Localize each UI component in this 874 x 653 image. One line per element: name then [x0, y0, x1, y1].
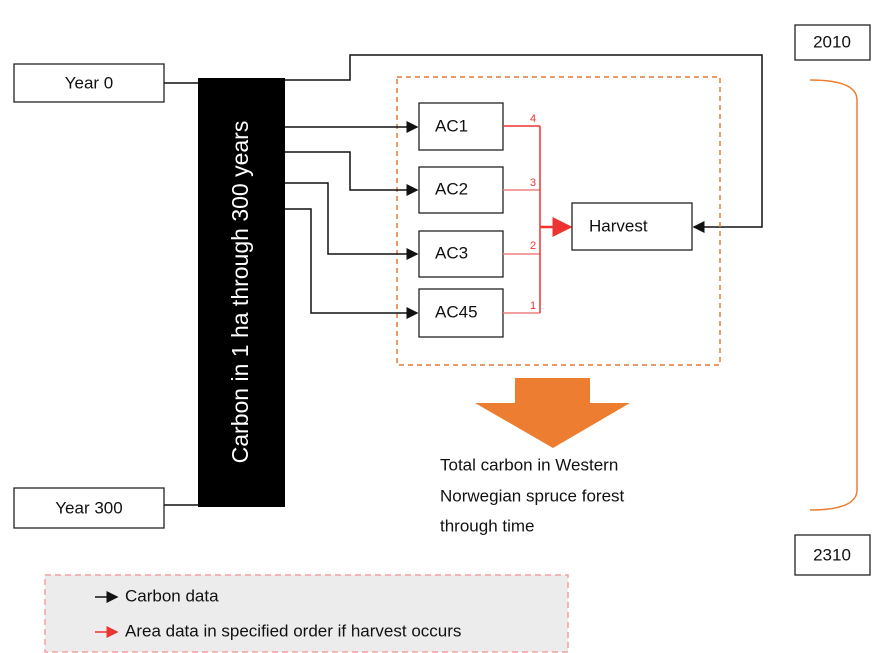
carbon-arrow — [285, 208, 419, 319]
harvest-box — [571, 202, 693, 251]
node-box — [418, 166, 504, 214]
node-box — [418, 288, 504, 338]
central-bar-label: Carbon in 1 ha through 300 years — [227, 121, 253, 464]
central-bar — [198, 78, 285, 507]
year-end: Year 300 — [55, 498, 122, 517]
legend-box — [44, 574, 569, 653]
carbon-arrow — [285, 151, 419, 196]
harvest-link — [285, 54, 763, 233]
carbon-arrow — [285, 182, 419, 260]
node-label: AC45 — [435, 302, 478, 321]
output-text: Total carbon in Western — [440, 455, 618, 474]
year-end-box — [13, 487, 165, 529]
order-number: 4 — [530, 113, 536, 125]
node-box — [418, 102, 504, 151]
timeline-bracket — [809, 79, 858, 511]
harvest-label: Harvest — [589, 216, 648, 235]
output-arrow — [475, 378, 630, 448]
year-start: Year 0 — [65, 73, 114, 92]
timeline-end-box — [794, 534, 871, 576]
node-box — [418, 230, 504, 278]
legend-label: Carbon data — [125, 586, 219, 605]
timeline-end: 2310 — [813, 545, 851, 564]
order-number: 3 — [530, 177, 536, 189]
output-text: Norwegian spruce forest — [440, 486, 625, 505]
legend-label: Area data in specified order if harvest … — [125, 621, 461, 640]
node-label: AC1 — [435, 116, 468, 135]
year-start-box — [13, 63, 165, 103]
timeline-start-box — [794, 24, 871, 61]
output-text: through time — [440, 516, 535, 535]
node-label: AC3 — [435, 243, 468, 262]
timeline-start: 2010 — [813, 32, 851, 51]
order-number: 1 — [530, 300, 536, 312]
node-label: AC2 — [435, 179, 468, 198]
order-number: 2 — [530, 240, 536, 252]
